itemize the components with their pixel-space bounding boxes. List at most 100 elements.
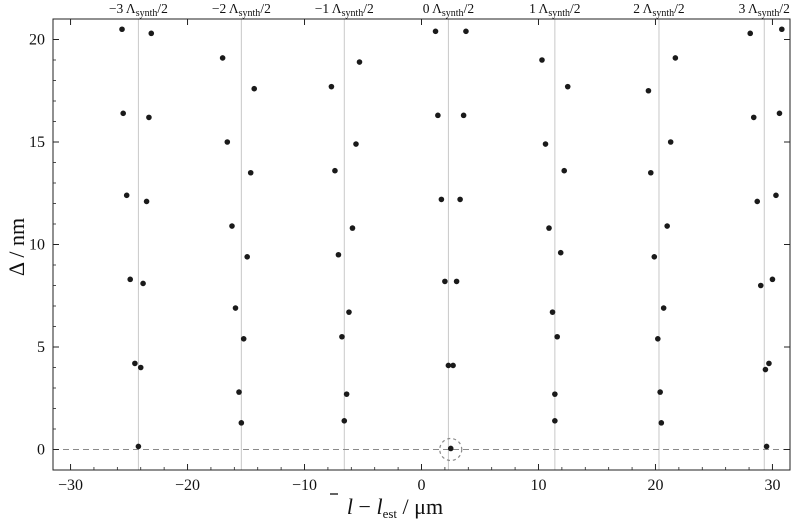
data-point bbox=[561, 167, 568, 174]
top-label: 3 Λsynth/2 bbox=[739, 1, 790, 19]
data-point bbox=[552, 418, 558, 424]
data-point bbox=[546, 225, 552, 231]
data-point bbox=[349, 225, 356, 231]
axis-ticks: −30 −20 −10 0 10 20 30 0 5 10 15 20 bbox=[29, 19, 790, 494]
data-point bbox=[453, 278, 460, 285]
data-point bbox=[747, 30, 754, 37]
data-point bbox=[750, 114, 757, 121]
data-point bbox=[450, 362, 456, 369]
data-point bbox=[236, 389, 242, 395]
data-point bbox=[238, 420, 245, 426]
data-point bbox=[447, 445, 454, 452]
data-point bbox=[127, 276, 134, 283]
x-tick-label: 30 bbox=[764, 477, 780, 494]
data-point bbox=[651, 253, 658, 260]
data-point bbox=[557, 249, 564, 256]
data-point bbox=[763, 443, 770, 450]
data-point bbox=[645, 87, 652, 94]
data-point bbox=[328, 83, 335, 90]
data-point bbox=[119, 26, 125, 33]
data-point bbox=[460, 112, 467, 119]
data-point bbox=[232, 305, 239, 311]
data-point bbox=[332, 167, 338, 174]
y-tick-label: 0 bbox=[37, 442, 45, 459]
data-point bbox=[143, 198, 150, 205]
data-point bbox=[655, 336, 661, 342]
data-point bbox=[552, 391, 558, 397]
data-point bbox=[754, 198, 761, 205]
top-label: −1 Λsynth/2 bbox=[315, 1, 374, 19]
data-point bbox=[757, 282, 764, 289]
data-point bbox=[146, 114, 152, 121]
data-point bbox=[135, 443, 142, 450]
data-point bbox=[766, 360, 772, 367]
data-point bbox=[343, 391, 350, 397]
plot-frame bbox=[52, 18, 791, 471]
data-point bbox=[132, 360, 138, 367]
data-point bbox=[549, 309, 556, 315]
data-point bbox=[341, 418, 348, 424]
x-axis-title: l − lest / μm bbox=[347, 494, 443, 521]
y-tick-label: 20 bbox=[29, 32, 45, 49]
data-point bbox=[247, 169, 254, 176]
data-point bbox=[137, 364, 144, 371]
data-point bbox=[776, 110, 783, 117]
data-point bbox=[251, 85, 258, 92]
top-label: 0 Λsynth/2 bbox=[423, 1, 474, 19]
data-point bbox=[773, 192, 779, 199]
x-title-est-base: l bbox=[376, 494, 382, 519]
data-point bbox=[435, 112, 441, 119]
data-point bbox=[229, 223, 235, 229]
x-tick-label: 10 bbox=[530, 477, 546, 494]
x-tick-label: −10 bbox=[292, 477, 317, 494]
x-title-var: l bbox=[347, 494, 353, 519]
top-label: −3 Λsynth/2 bbox=[109, 1, 168, 19]
y-tick-label: 15 bbox=[29, 134, 45, 151]
data-point bbox=[672, 55, 679, 61]
data-point bbox=[762, 366, 769, 373]
y-tick-label: 10 bbox=[29, 237, 45, 254]
data-point bbox=[240, 336, 247, 342]
reference-lines bbox=[137, 19, 765, 470]
top-label: −2 Λsynth/2 bbox=[212, 1, 271, 19]
data-point bbox=[224, 139, 231, 145]
data-point bbox=[542, 141, 549, 147]
y-axis-title: Δ / nm bbox=[4, 218, 29, 276]
data-point bbox=[442, 278, 448, 285]
data-point bbox=[554, 333, 561, 340]
highlight-circle bbox=[439, 437, 463, 462]
y-tick-label: 5 bbox=[37, 339, 45, 356]
data-point bbox=[660, 305, 667, 311]
x-tick-label: −30 bbox=[58, 477, 83, 494]
data-point bbox=[335, 251, 342, 258]
data-point bbox=[120, 110, 126, 117]
data-point bbox=[779, 26, 785, 33]
top-label: 2 Λsynth/2 bbox=[633, 1, 684, 19]
data-point bbox=[244, 253, 250, 260]
data-point bbox=[664, 223, 670, 229]
data-point bbox=[457, 196, 463, 203]
x-tick-label: −20 bbox=[175, 477, 200, 494]
data-point bbox=[140, 280, 146, 287]
data-point bbox=[339, 333, 345, 340]
data-point bbox=[432, 28, 439, 35]
data-point bbox=[346, 309, 352, 315]
data-point bbox=[356, 59, 363, 65]
data-point bbox=[769, 276, 776, 283]
data-point bbox=[438, 196, 445, 203]
data-points bbox=[119, 26, 785, 452]
x-title-est-sub: est bbox=[383, 506, 398, 521]
data-point bbox=[564, 83, 571, 90]
top-label: 1 Λsynth/2 bbox=[529, 1, 580, 19]
x-tick-label: 0 bbox=[418, 477, 426, 494]
data-point bbox=[658, 420, 665, 426]
data-point bbox=[647, 169, 654, 176]
data-point bbox=[123, 192, 130, 199]
data-point bbox=[353, 141, 359, 147]
data-point bbox=[667, 139, 674, 145]
x-tick-label: 20 bbox=[647, 477, 663, 494]
x-title-unit: / μm bbox=[397, 494, 443, 519]
data-point bbox=[539, 57, 545, 63]
top-labels: −3 Λsynth/2 −2 Λsynth/2 −1 Λsynth/2 0 Λsynt… bbox=[109, 1, 790, 19]
